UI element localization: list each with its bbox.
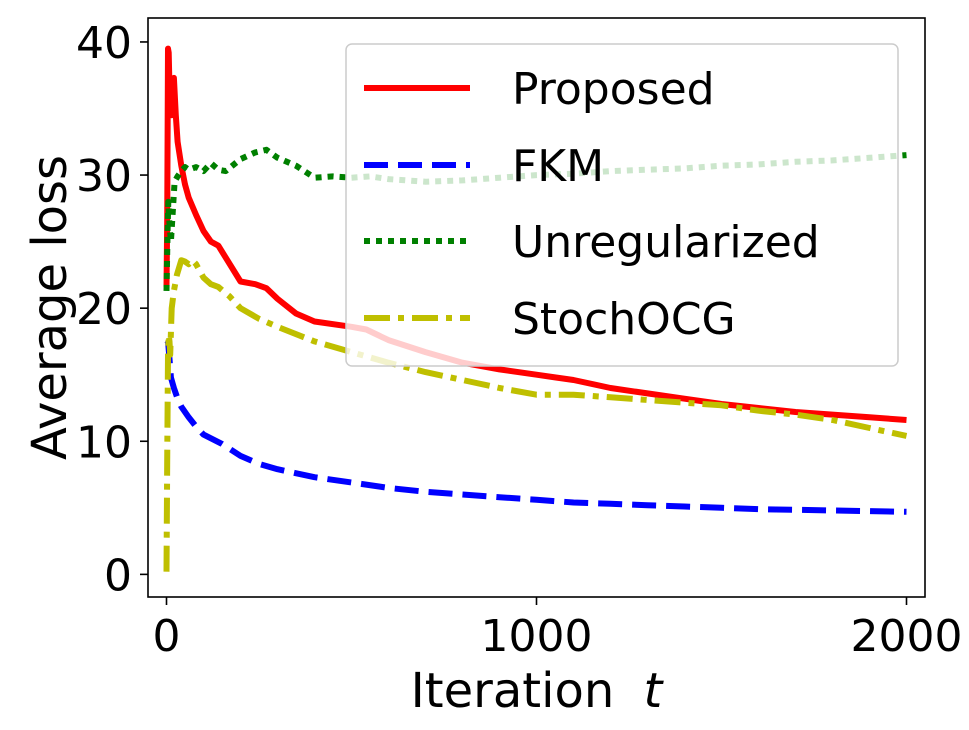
legend-label-proposed: Proposed xyxy=(512,64,715,115)
y-tick-label: 10 xyxy=(76,417,132,468)
legend: Proposed FKM Unregularized StochOCG xyxy=(345,43,899,367)
legend-label-fkm: FKM xyxy=(512,141,604,192)
x-tick-label: 2000 xyxy=(851,611,963,662)
legend-label-unregularized: Unregularized xyxy=(512,217,820,268)
x-tick-label: 1000 xyxy=(481,611,593,662)
series-line-stochocg xyxy=(163,257,908,572)
x-axis-label: Iteration xyxy=(411,663,615,719)
y-tick-label: 0 xyxy=(104,550,132,601)
x-axis-variable: t xyxy=(644,663,665,719)
y-axis: 0 10 20 30 40 xyxy=(76,18,148,601)
series-line-fkm xyxy=(164,337,907,515)
y-tick-label: 20 xyxy=(76,284,132,335)
y-axis-title: Average loss xyxy=(22,155,78,460)
y-tick-label: 30 xyxy=(76,151,132,202)
legend-label-stochocg: StochOCG xyxy=(512,294,736,345)
y-tick-label: 40 xyxy=(76,18,132,69)
series-line-proposed xyxy=(163,45,907,423)
legend-box xyxy=(345,43,899,367)
x-axis-title: Iteration t xyxy=(411,663,665,719)
x-axis: 0 1000 2000 xyxy=(153,597,963,662)
x-tick-label: 0 xyxy=(153,611,181,662)
